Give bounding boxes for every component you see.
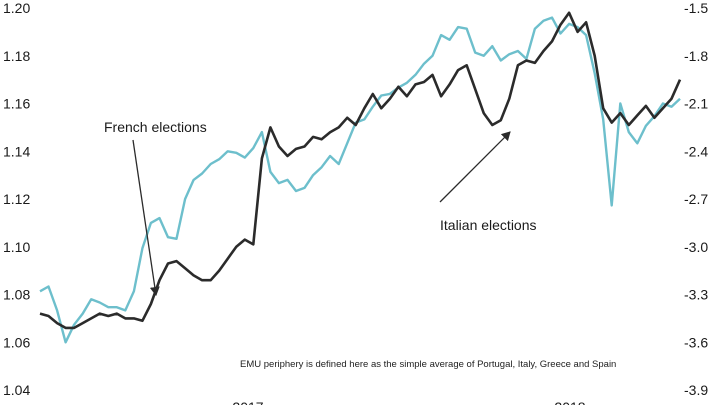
left-tick-label: 1.20 xyxy=(3,0,30,16)
right-tick-label: -2.7 xyxy=(684,191,708,207)
left-tick-label: 1.04 xyxy=(3,382,30,398)
series-line-teal xyxy=(39,16,681,344)
footnote: EMU periphery is defined here as the sim… xyxy=(240,359,616,370)
right-tick-label: -2.1 xyxy=(684,96,708,112)
series-line-black xyxy=(39,11,682,330)
right-tick-label: -3.3 xyxy=(684,287,708,303)
left-tick-label: 1.08 xyxy=(3,287,30,303)
annotations: French elections Italian elections xyxy=(104,119,537,296)
left-tick-label: 1.14 xyxy=(3,143,30,159)
italian-elections-arrow xyxy=(439,131,511,203)
left-tick-label: 1.16 xyxy=(3,96,30,112)
french-elections-label: French elections xyxy=(104,119,207,135)
right-tick-label: -3.6 xyxy=(684,334,708,350)
left-tick-label: 1.06 xyxy=(3,334,30,350)
right-axis: -1.5 -1.8 -2.1 -2.4 -2.7 -3.0 -3.3 -3.6 -3.9 xyxy=(684,0,708,398)
french-elections-arrow xyxy=(132,139,160,296)
right-tick-label: -1.8 xyxy=(684,48,708,64)
right-tick-label: -1.5 xyxy=(684,0,708,16)
x-axis: 2017 2018 xyxy=(232,399,585,405)
right-tick-label: -3.9 xyxy=(684,382,708,398)
x-tick-label: 2017 xyxy=(232,399,263,405)
left-axis: 1.20 1.18 1.16 1.14 1.12 1.10 1.08 1.06 1.04 xyxy=(3,0,30,398)
italian-elections-label: Italian elections xyxy=(440,217,537,233)
x-tick-label: 2018 xyxy=(554,399,585,405)
left-tick-label: 1.12 xyxy=(3,191,30,207)
right-tick-label: -3.0 xyxy=(684,239,708,255)
right-tick-label: -2.4 xyxy=(684,143,708,159)
left-tick-label: 1.10 xyxy=(3,239,30,255)
series-layer xyxy=(39,11,682,344)
left-tick-label: 1.18 xyxy=(3,48,30,64)
